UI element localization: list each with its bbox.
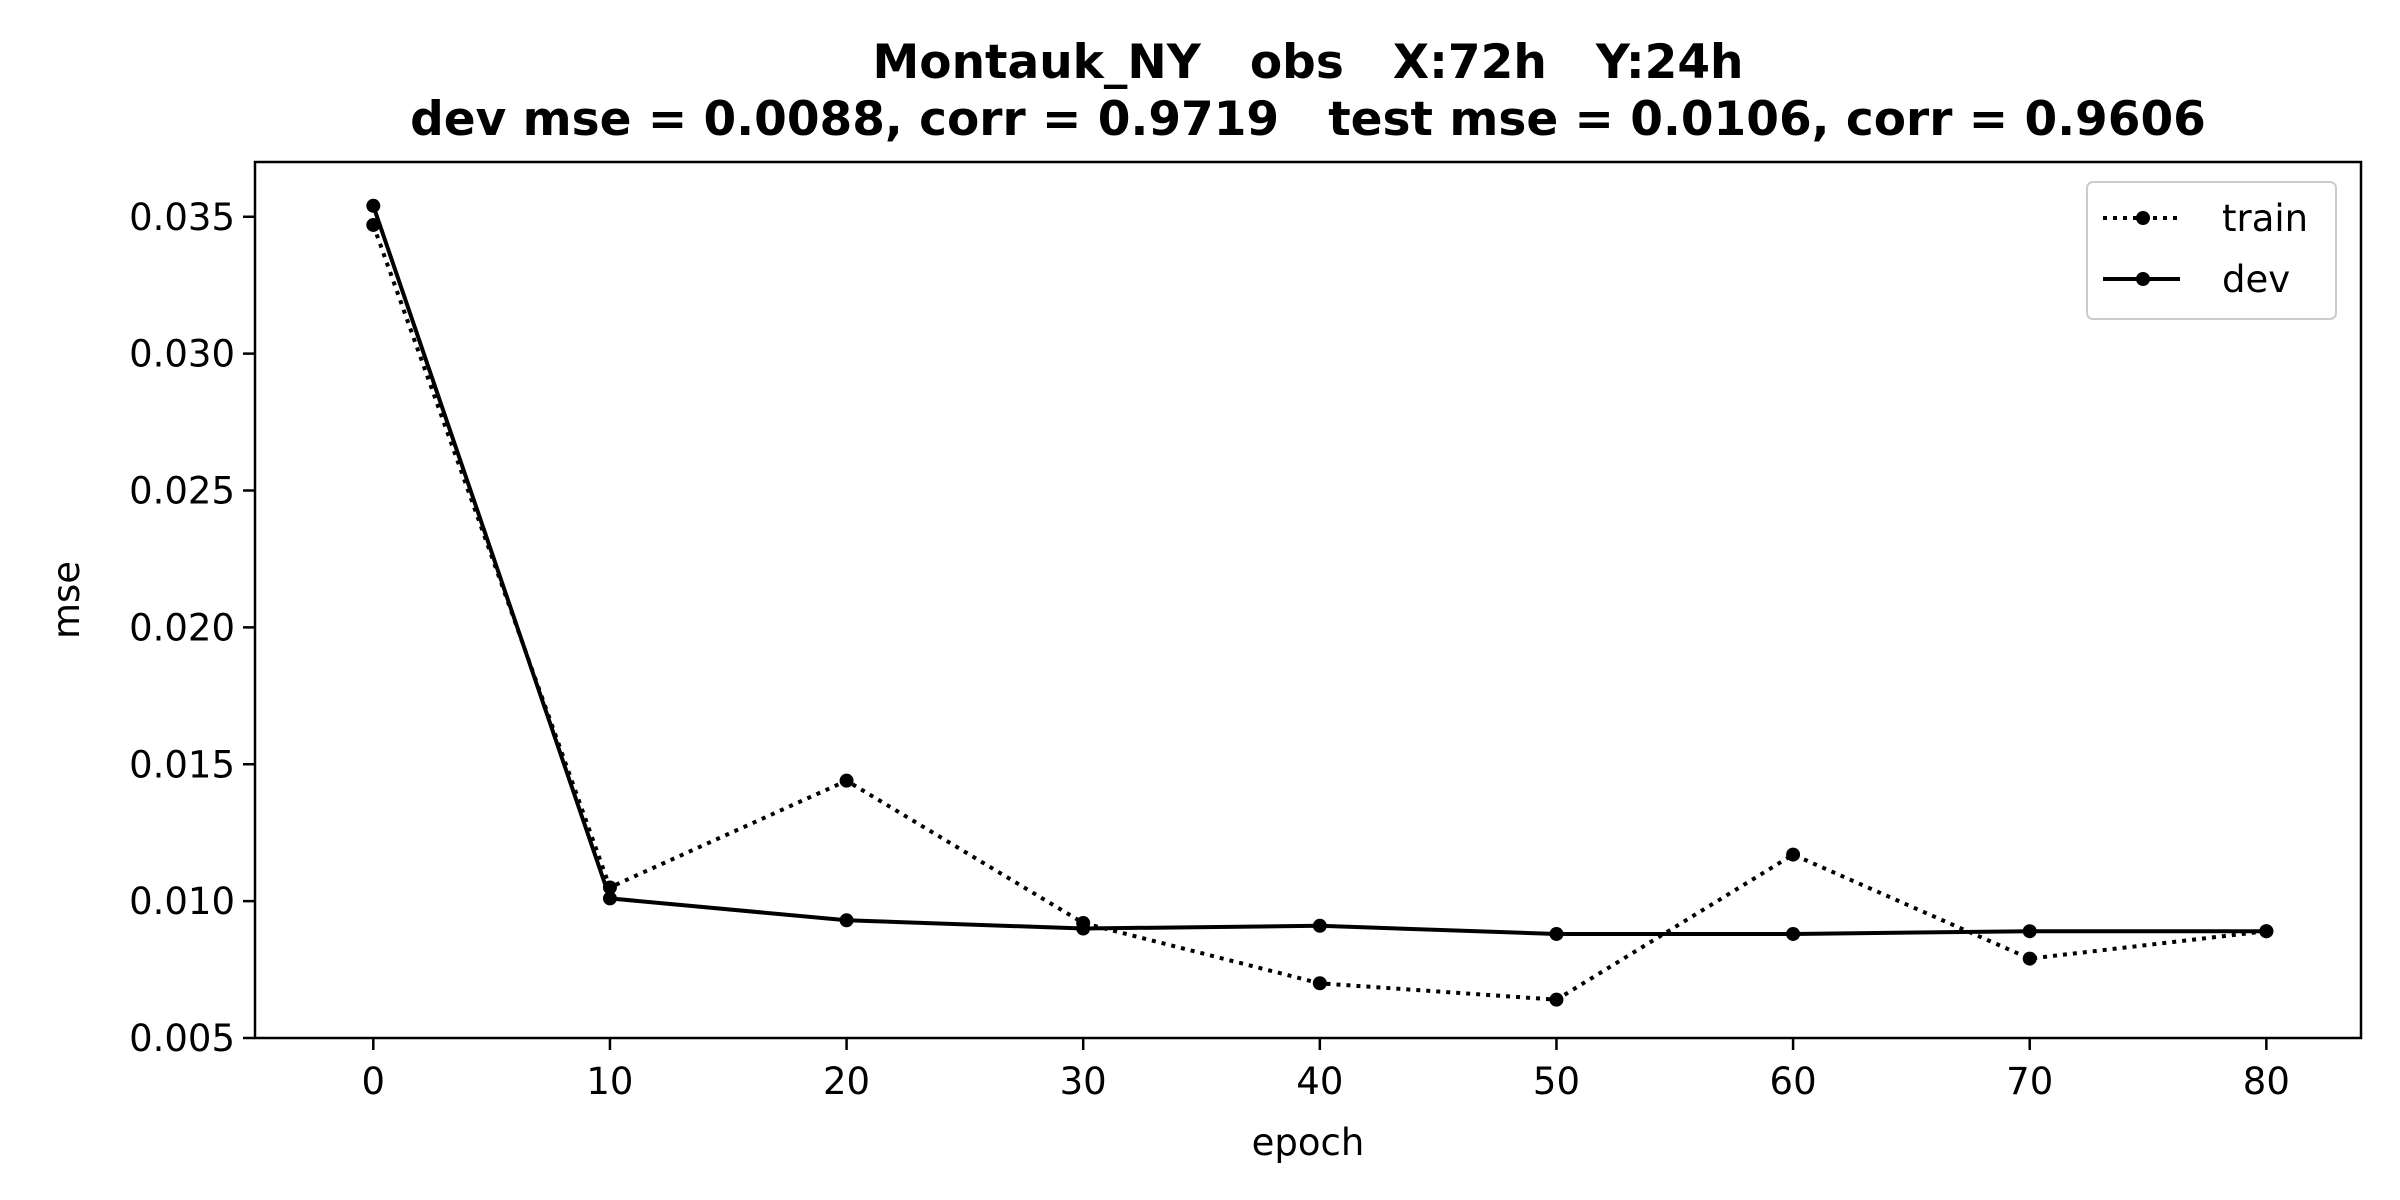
- data-point-dev: [2259, 924, 2274, 939]
- x-tick-label: 80: [2243, 1060, 2290, 1103]
- y-tick-label: 0.015: [129, 743, 235, 786]
- data-point-dev: [1549, 926, 1564, 941]
- chart-subtitle: dev mse = 0.0088, corr = 0.9719 test mse…: [410, 92, 2206, 147]
- y-axis-label: mse: [45, 561, 88, 639]
- data-point-dev: [602, 891, 617, 906]
- plot-frame: [253, 160, 2363, 1040]
- data-point-dev: [366, 198, 381, 213]
- series-layer: [366, 198, 2274, 1007]
- legend-dev-label: dev: [2222, 258, 2290, 301]
- y-tick-label: 0.035: [129, 196, 235, 239]
- x-tick-label: 50: [1533, 1060, 1580, 1103]
- x-tick-label: 70: [2006, 1060, 2053, 1103]
- data-point-dev: [839, 913, 854, 928]
- legend-train-marker: [2136, 211, 2150, 225]
- chart-title: Montauk_NY obs X:72h Y:24h: [873, 35, 1744, 90]
- axes: 0 10 20 30 40 50 60 70 80 0.005 0.010 0.015 0.020 0.0…: [129, 196, 2290, 1103]
- data-point-dev: [1786, 926, 1801, 941]
- data-point-dev: [1312, 918, 1327, 933]
- y-tick-label: 0.025: [129, 470, 235, 513]
- y-tick-label: 0.020: [129, 606, 235, 649]
- data-point-train: [1549, 992, 1564, 1007]
- data-point-dev: [2022, 924, 2037, 939]
- x-tick-label: 40: [1296, 1060, 1343, 1103]
- x-tick-label: 60: [1770, 1060, 1817, 1103]
- data-point-train: [1312, 976, 1327, 991]
- data-point-train: [1786, 847, 1801, 862]
- x-tick-label: 0: [362, 1060, 386, 1103]
- legend-dev-marker: [2136, 272, 2150, 286]
- x-tick-label: 30: [1060, 1060, 1107, 1103]
- y-tick-label: 0.005: [129, 1017, 235, 1060]
- series-line-dev: [371, 205, 2267, 936]
- data-point-train: [839, 773, 854, 788]
- data-point-dev: [1076, 921, 1091, 936]
- y-tick-label: 0.030: [129, 333, 235, 376]
- legend: train dev: [2086, 181, 2337, 320]
- x-tick-label: 10: [586, 1060, 633, 1103]
- series-line-train: [371, 224, 2267, 1002]
- x-tick-label: 20: [823, 1060, 870, 1103]
- data-point-train: [2022, 951, 2037, 966]
- legend-train-label: train: [2222, 197, 2308, 240]
- x-axis-label: epoch: [1252, 1121, 1365, 1164]
- y-tick-label: 0.010: [129, 880, 235, 923]
